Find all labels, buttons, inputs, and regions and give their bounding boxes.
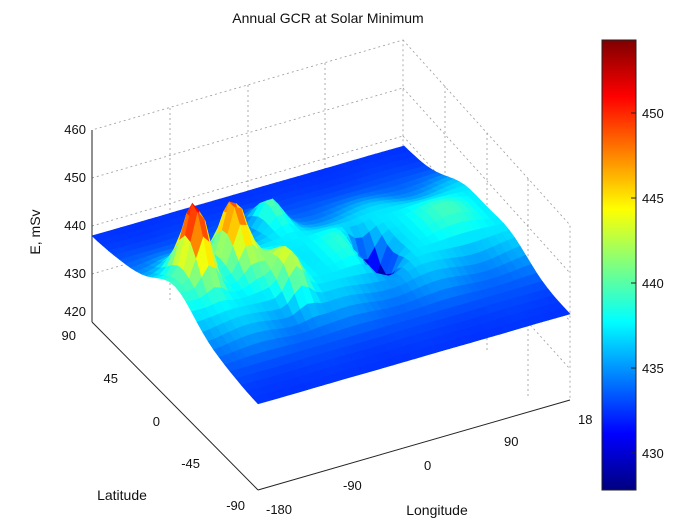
z-tick-label: 460 [64,122,86,137]
latitude-axis-label: Latitude [97,487,147,503]
chart-title: Annual GCR at Solar Minimum [232,10,423,26]
colorbar [601,39,637,491]
longitude-axis-ticks: -180 -90 0 90 18 [266,412,592,517]
longitude-tick-label: -90 [343,478,362,493]
colorbar-tick-label: 435 [642,361,664,376]
gcr-surface [91,145,571,405]
floor-axes [91,130,571,491]
colorbar-tick-label: 440 [642,276,664,291]
colorbar-tick-label: 445 [642,191,664,206]
latitude-tick-label: 90 [62,328,76,343]
latitude-axis-ticks: 90 45 0 -45 -90 [62,328,245,513]
z-tick-label: 430 [64,266,86,281]
surface-facet [556,307,571,317]
latitude-tick-label: 0 [153,414,160,429]
longitude-tick-label: -180 [266,502,292,517]
z-axis-label: E, mSv [27,209,43,254]
longitude-axis-label: Longitude [406,502,468,518]
latitude-tick-label: -90 [226,498,245,513]
latitude-tick-label: 45 [104,371,118,386]
z-tick-label: 450 [64,170,86,185]
longitude-tick-label: 0 [424,458,431,473]
colorbar-tick-label: 430 [642,446,664,461]
colorbar-ticks: 450 445 440 435 430 [631,106,664,461]
latitude-tick-label: -45 [181,456,200,471]
z-tick-label: 420 [64,304,86,319]
longitude-tick-label: 18 [578,412,592,427]
colorbar-tick-label: 450 [642,106,664,121]
longitude-tick-label: 90 [504,434,518,449]
z-axis-ticks: 460 450 440 430 420 [64,122,86,319]
z-tick-label: 440 [64,218,86,233]
